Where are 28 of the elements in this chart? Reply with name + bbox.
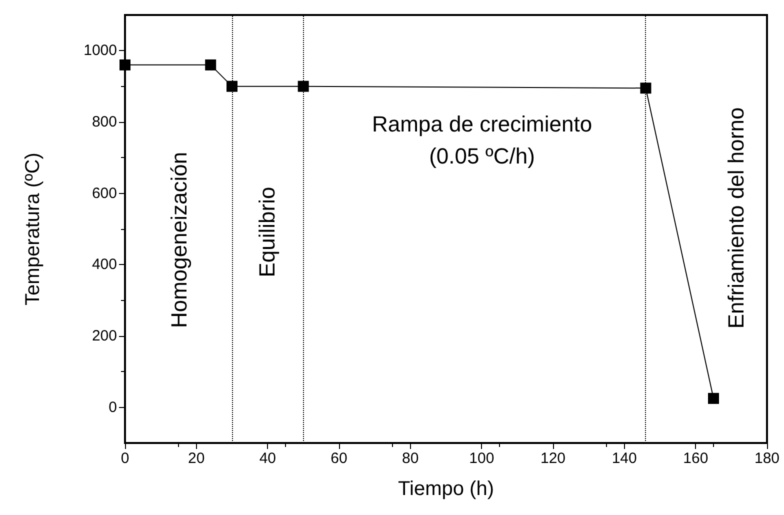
x-tick-label: 100 <box>469 450 494 467</box>
annotation: Rampa de crecimiento (0.05 ºC/h) <box>372 112 592 168</box>
y-tick-label: 800 <box>92 114 117 130</box>
x-axis-title: Tiempo (h) <box>398 478 494 500</box>
point <box>298 80 309 92</box>
x-tick-label: 40 <box>259 450 276 467</box>
annotation: Equilibrio <box>254 186 280 278</box>
x-tick-label: 0 <box>120 450 130 467</box>
y-tick-label: 400 <box>92 256 117 274</box>
point <box>708 392 719 404</box>
x-tick-label: 20 <box>188 450 205 467</box>
x-tick-label: 80 <box>402 450 419 467</box>
annotation: Enfriamiento del horno <box>724 107 748 329</box>
point <box>205 59 216 70</box>
y-tick-label: 0 <box>108 398 117 416</box>
x-tick-label: 60 <box>330 450 348 467</box>
y-tick-label: 1000 <box>84 42 117 60</box>
y-axis-title: Temperatura (ºC) <box>22 152 44 306</box>
annotation: Homogeneización <box>166 152 192 328</box>
x-tick-label: 120 <box>540 450 566 467</box>
point <box>226 80 238 92</box>
x-tick-label: 160 <box>683 450 708 467</box>
y-tick-label: 200 <box>92 328 117 344</box>
y-tick-label: 600 <box>92 184 117 202</box>
point <box>120 59 130 70</box>
x-tick-label: 180 <box>754 450 780 467</box>
point <box>640 82 652 94</box>
x-tick-label: 140 <box>612 450 637 467</box>
